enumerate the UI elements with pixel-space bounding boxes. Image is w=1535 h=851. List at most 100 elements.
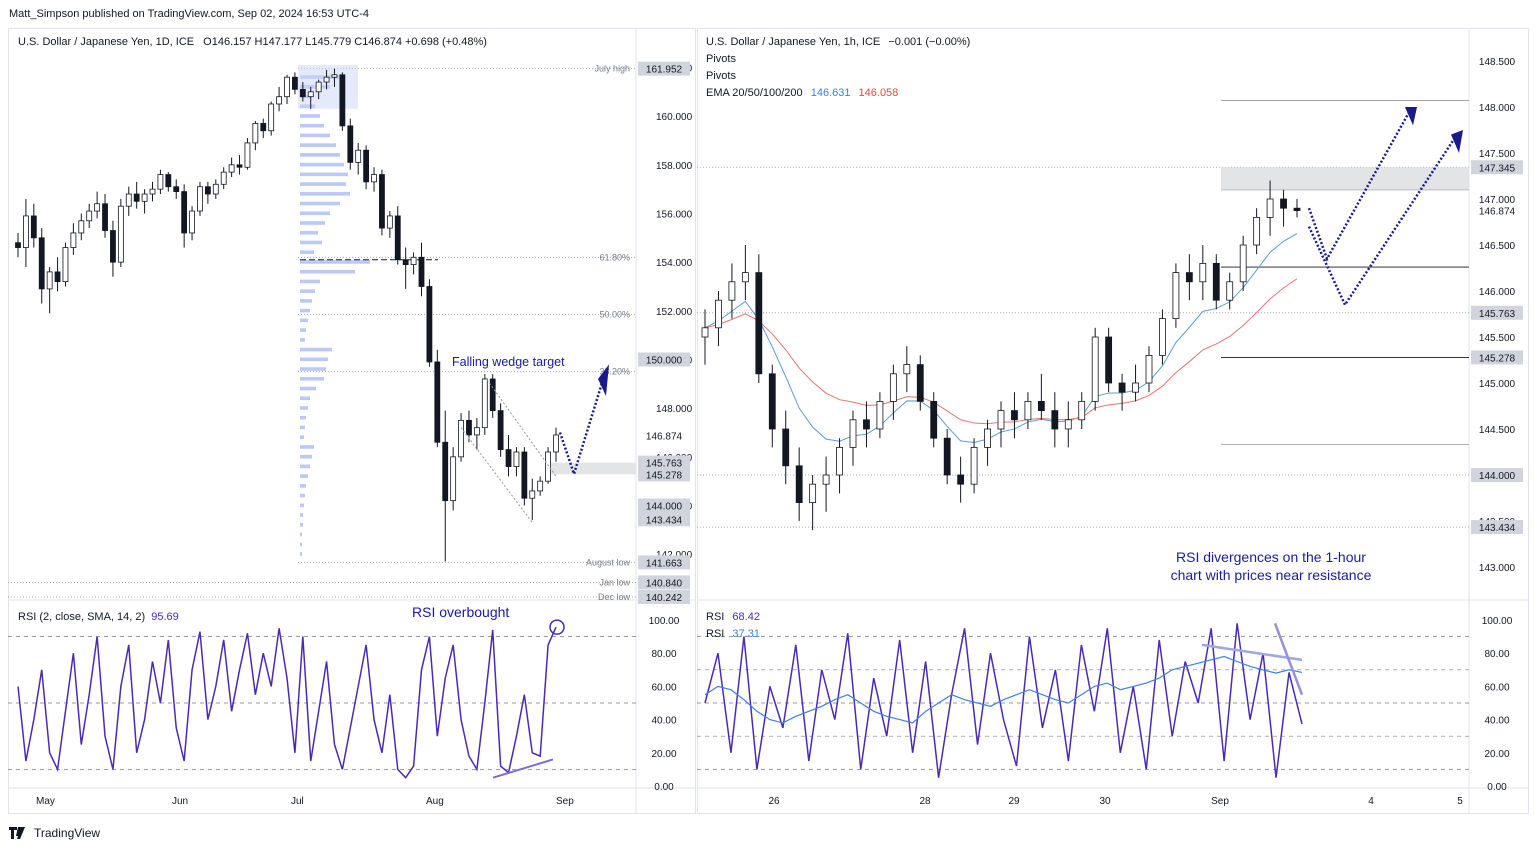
tradingview-logo-icon bbox=[9, 827, 25, 839]
right-rsi-tick: 20.00 bbox=[1484, 749, 1509, 760]
ema-value-blue: 146.631 bbox=[810, 87, 851, 99]
right-candle-body bbox=[1185, 272, 1193, 283]
volume-profile-bar bbox=[300, 153, 340, 157]
left-candle-body bbox=[38, 237, 45, 290]
right-price-label: 145.763 bbox=[1479, 309, 1516, 320]
right-rsi-value-2: 37.31 bbox=[732, 628, 760, 640]
right-price-tick: 148.500 bbox=[1479, 57, 1516, 68]
left-candle-body bbox=[434, 361, 441, 443]
left-candle-body bbox=[94, 203, 101, 212]
tradingview-logo[interactable]: TradingView bbox=[9, 826, 100, 840]
left-price-label-bg bbox=[638, 455, 690, 470]
right-chart-panel bbox=[697, 28, 1529, 814]
right-price-tick: 147.500 bbox=[1479, 149, 1516, 160]
left-candle-body bbox=[386, 215, 393, 229]
right-candle-body bbox=[1293, 207, 1301, 211]
left-candle-body bbox=[149, 188, 156, 195]
left-candle-body bbox=[505, 449, 512, 467]
left-level-label: July high bbox=[594, 64, 630, 74]
volume-profile-bar bbox=[300, 425, 305, 430]
left-price-label-bg bbox=[638, 512, 690, 527]
right-chart-svg[interactable]: 148.500 148.000 147.500 147.000 146.500 146.0… bbox=[697, 28, 1529, 814]
left-chart-svg[interactable]: 162.000160.000158.000156.000154.000152.0… bbox=[8, 28, 696, 814]
left-candle-body bbox=[537, 480, 544, 492]
left-candle-body bbox=[481, 378, 488, 429]
left-arrowhead bbox=[598, 364, 609, 397]
left-candle-body bbox=[379, 174, 385, 229]
left-price-label-bg bbox=[638, 61, 690, 76]
left-candle-body bbox=[450, 456, 457, 502]
left-candle-body bbox=[371, 174, 377, 183]
right-rsi-label-1: RSI bbox=[706, 611, 725, 623]
left-candle-body bbox=[458, 419, 464, 458]
left-price-label-bg bbox=[638, 498, 690, 513]
volume-profile-bar bbox=[300, 279, 320, 284]
left-candle-body bbox=[252, 123, 259, 144]
left-level-label: 50.00% bbox=[599, 309, 630, 319]
left-candle-body bbox=[212, 183, 219, 195]
left-price-label-bg bbox=[638, 352, 690, 367]
left-symbol-name: U.S. Dollar / Japanese Yen, 1D, ICE bbox=[18, 36, 195, 48]
left-price-tick: 160.000 bbox=[656, 112, 693, 123]
left-candle-body bbox=[363, 149, 370, 183]
left-level-label: 61.80% bbox=[599, 252, 630, 262]
volume-profile-bar bbox=[300, 347, 332, 352]
left-candle-body bbox=[260, 123, 267, 132]
right-rsi-tick: 100.00 bbox=[1482, 616, 1513, 627]
right-candle-body bbox=[822, 474, 830, 485]
right-candle-body bbox=[795, 465, 803, 503]
left-price-label: 145.763 bbox=[646, 459, 683, 470]
left-time-label: Aug bbox=[426, 796, 444, 807]
right-price-label-bg bbox=[1471, 160, 1523, 175]
left-chart-panel bbox=[8, 28, 696, 814]
volume-profile-bar bbox=[300, 162, 344, 167]
left-candle-body bbox=[276, 96, 282, 105]
left-candle-body bbox=[236, 164, 243, 168]
left-candle-body bbox=[125, 193, 132, 207]
right-rsi-tick: 0.00 bbox=[1487, 782, 1507, 793]
right-price-label: 145.278 bbox=[1479, 353, 1516, 364]
left-candle-body bbox=[497, 410, 504, 450]
left-level-label: Dec low bbox=[598, 592, 631, 602]
left-level-label: Jan low bbox=[599, 577, 630, 587]
right-candle-body bbox=[768, 373, 776, 430]
right-candle-body bbox=[957, 474, 965, 485]
left-price-tick: 148.000 bbox=[656, 404, 693, 415]
rsi-overbought-circle bbox=[549, 619, 565, 635]
wedge-line-upper bbox=[484, 376, 557, 477]
ema-label: EMA 20/50/100/200 bbox=[706, 87, 803, 99]
left-candle-body bbox=[102, 203, 108, 231]
right-time-label: 5 bbox=[1457, 796, 1463, 807]
left-price-label-bg bbox=[638, 575, 690, 590]
right-time-label: 4 bbox=[1368, 796, 1374, 807]
volume-profile-bar bbox=[300, 230, 318, 235]
left-candle-body bbox=[78, 220, 85, 234]
volume-profile-bar bbox=[300, 532, 302, 537]
pivots-indicator-2: Pivots bbox=[706, 70, 736, 82]
right-candle-body bbox=[1078, 400, 1086, 421]
left-candle-body bbox=[426, 286, 433, 363]
left-candle-body bbox=[268, 103, 275, 132]
right-candle-body bbox=[1280, 198, 1287, 209]
left-candle-body bbox=[529, 490, 536, 499]
left-candle-body bbox=[244, 142, 251, 168]
right-symbol-name: U.S. Dollar / Japanese Yen, 1h, ICE bbox=[706, 36, 881, 48]
left-price-tick: 154.000 bbox=[656, 258, 693, 269]
volume-profile-bar bbox=[300, 250, 314, 255]
volume-profile-bar bbox=[300, 386, 316, 391]
left-candle-body bbox=[46, 271, 53, 290]
right-price-label: 146.874 bbox=[1479, 207, 1516, 218]
left-rsi-line bbox=[17, 626, 557, 779]
tradingview-brand-text: TradingView bbox=[34, 826, 101, 840]
right-candle-body bbox=[1105, 336, 1113, 384]
left-candle-body bbox=[466, 419, 472, 436]
left-candle-body bbox=[204, 186, 211, 195]
left-candle-body bbox=[133, 193, 140, 202]
volume-profile-bar bbox=[300, 221, 325, 225]
left-candle-body bbox=[331, 74, 338, 78]
right-price-label-bg bbox=[1471, 520, 1523, 535]
left-candle-body bbox=[553, 434, 559, 453]
left-candle-body bbox=[545, 451, 551, 482]
left-candle-body bbox=[141, 193, 148, 202]
volume-profile-bar bbox=[300, 454, 312, 459]
